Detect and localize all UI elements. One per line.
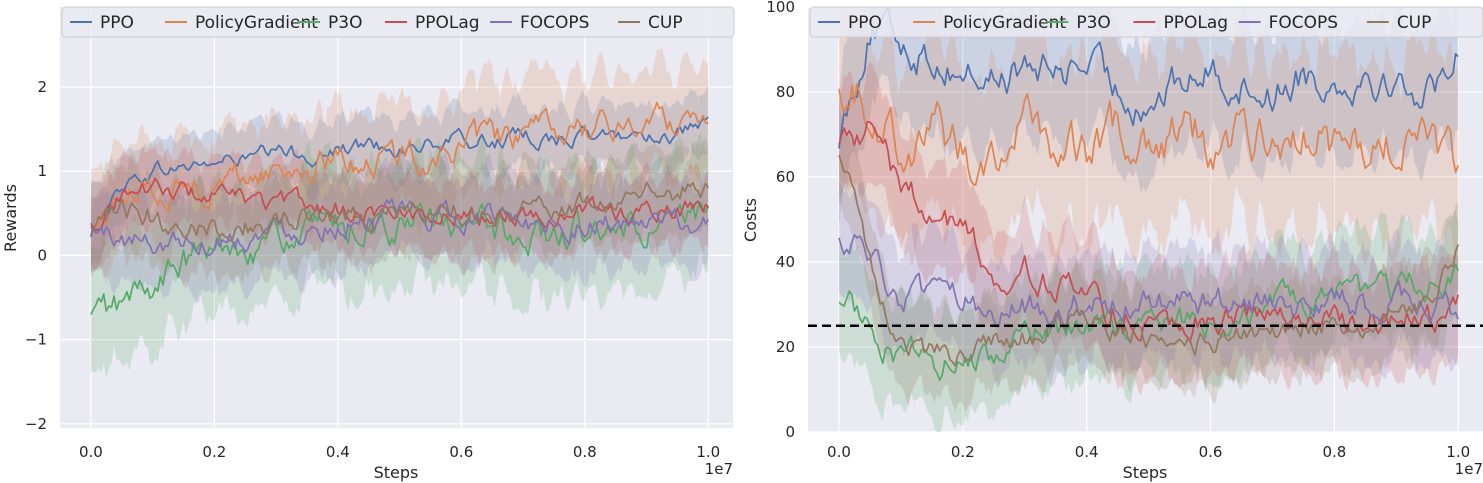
costs-y-tick-label: 0: [785, 423, 795, 441]
rewards-line-cup: [90, 181, 710, 242]
rewards-x-axis-title: Steps: [374, 463, 419, 482]
costs-y-axis-title: Costs: [741, 198, 760, 242]
costs-y-tick-label: 100: [766, 0, 795, 16]
rewards-line-p3o: [90, 201, 710, 315]
costs-lines: [838, 7, 1460, 381]
rewards-x-tick-label: 0.2: [202, 443, 226, 461]
rewards-x-tick-label: 0.4: [326, 443, 350, 461]
costs-ticks: 0.0 0.2 0.4 0.6 0.8 1.0 0 20 40 60 80 100: [766, 0, 1470, 461]
rewards-band-p3o: [90, 131, 709, 378]
rewards-y-axis-title: Rewards: [1, 184, 20, 252]
costs-legend: PPO PolicyGradient P3O PPOLag FOCOPS CUP: [809, 6, 1483, 38]
costs-line-ppo: [838, 7, 1459, 149]
costs-bands: [839, 7, 1459, 432]
rewards-line-policygradient: [90, 101, 709, 230]
rewards-line-ppo: [90, 116, 709, 238]
costs-x-axis-title: Steps: [1123, 463, 1168, 482]
costs-legend-label-policygradient: PolicyGradient: [943, 13, 1066, 33]
costs-legend-label-p3o: P3O: [1076, 13, 1110, 33]
rewards-legend-label-cup: CUP: [648, 13, 683, 33]
rewards-x-tick-label: 0.8: [573, 443, 597, 461]
rewards-legend-label-ppo: PPO: [100, 13, 134, 33]
rewards-y-tick-label: 2: [37, 78, 47, 96]
rewards-legend-label-ppolag: PPOLag: [415, 13, 480, 33]
rewards-y-tick-label: −2: [25, 415, 47, 433]
costs-legend-label-cup: CUP: [1397, 13, 1432, 33]
rewards-band-cup: [90, 137, 709, 288]
rewards-legend-label-focops: FOCOPS: [520, 13, 589, 33]
costs-x-tick-label: 0.4: [1075, 443, 1099, 461]
rewards-ticks: 0.0 0.2 0.4 0.6 0.8 1.0 −2 −1 0 1 2: [25, 78, 720, 461]
costs-line-focops: [838, 234, 1459, 331]
costs-legend-label-ppo: PPO: [848, 13, 882, 33]
rewards-y-tick-label: −1: [25, 331, 47, 349]
costs-x-offset-label: 1e7: [1455, 460, 1483, 478]
costs-legend-label-focops: FOCOPS: [1269, 13, 1338, 33]
costs-y-tick-label: 20: [776, 338, 795, 356]
costs-x-tick-label: 0.0: [827, 443, 851, 461]
costs-chart: 0.0 0.2 0.4 0.6 0.8 1.0 0 20 40 60 80 100 Steps Cos…: [741, 0, 1483, 482]
rewards-band-focops: [90, 149, 709, 303]
costs-y-tick-label: 60: [776, 168, 795, 186]
costs-band-p3o: [839, 210, 1459, 432]
rewards-lines: [90, 101, 710, 315]
costs-x-tick-label: 1.0: [1446, 443, 1470, 461]
costs-x-tick-label: 0.6: [1199, 443, 1223, 461]
costs-y-tick-label: 40: [776, 253, 795, 271]
rewards-x-tick-label: 0.0: [79, 443, 103, 461]
rewards-x-offset-label: 1e7: [705, 460, 733, 478]
costs-legend-label-ppolag: PPOLag: [1163, 13, 1228, 33]
rewards-legend: PPO PolicyGradient P3O PPOLag FOCOPS CUP: [61, 6, 735, 38]
costs-y-tick-label: 80: [776, 83, 795, 101]
costs-line-cup: [838, 154, 1459, 367]
rewards-y-tick-label: 1: [37, 162, 47, 180]
costs-plot-area: [808, 7, 1483, 432]
costs-line-p3o: [838, 263, 1459, 381]
costs-line-policygradient: [838, 83, 1459, 186]
costs-x-tick-label: 0.8: [1322, 443, 1346, 461]
rewards-legend-label-p3o: P3O: [328, 13, 362, 33]
costs-x-tick-label: 0.2: [951, 443, 975, 461]
rewards-y-tick-label: 0: [37, 246, 47, 264]
costs-grid: [808, 6, 1483, 433]
rewards-legend-label-policygradient: PolicyGradient: [195, 13, 318, 33]
rewards-x-tick-label: 1.0: [696, 443, 720, 461]
costs-band-ppolag: [839, 62, 1459, 397]
costs-band-ppo: [839, 7, 1459, 225]
rewards-line-focops: [90, 198, 710, 257]
rewards-x-tick-label: 0.6: [449, 443, 473, 461]
